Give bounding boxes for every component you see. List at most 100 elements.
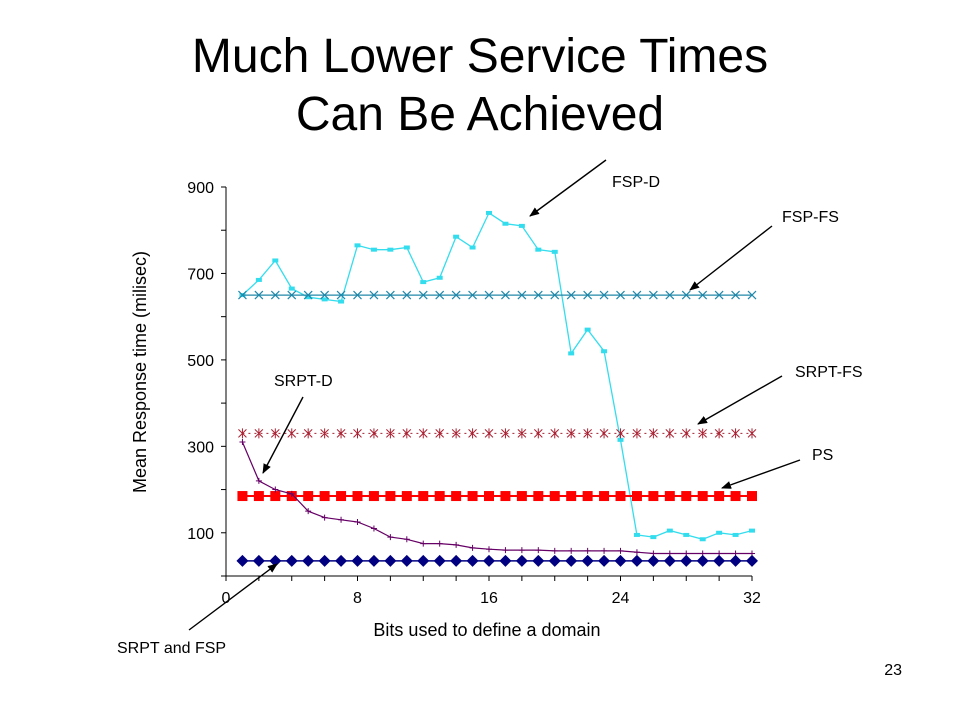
data-point-srpt-and-fsp: [680, 554, 693, 567]
data-point-ps: [664, 491, 675, 502]
data-point-ps: [467, 491, 478, 502]
data-point-srpt-d: [272, 486, 279, 493]
data-point-srpt-fs: [320, 428, 329, 439]
data-point-fsp-fs: [402, 290, 412, 300]
data-point-fsp-fs: [435, 290, 445, 300]
data-point-fsp-d: [486, 210, 492, 215]
data-point-srpt-and-fsp: [351, 554, 364, 567]
data-point-srpt-and-fsp: [663, 554, 676, 567]
data-point-srpt-d: [288, 490, 295, 497]
data-point-srpt-d: [420, 540, 427, 547]
data-point-ps: [237, 491, 248, 502]
data-point-srpt-fs: [731, 428, 740, 439]
chart-series: [236, 210, 758, 567]
data-point-srpt-and-fsp: [746, 554, 758, 567]
data-point-fsp-d: [749, 528, 755, 533]
data-point-fsp-d: [666, 528, 673, 533]
data-point-srpt-fs: [418, 428, 428, 439]
data-point-srpt-fs: [353, 428, 362, 439]
arrow-srpt-and-fsp: [188, 563, 278, 631]
data-point-ps: [615, 491, 626, 502]
y-tick-label: 500: [187, 353, 214, 370]
data-point-srpt-and-fsp: [400, 554, 413, 567]
y-tick-label: 100: [187, 526, 214, 543]
data-point-fsp-d: [469, 245, 476, 250]
annotation-ps: PS: [812, 447, 833, 464]
data-point-fsp-fs: [238, 290, 247, 300]
data-point-srpt-and-fsp: [417, 554, 430, 567]
data-point-srpt-fs: [583, 428, 592, 439]
data-point-fsp-d: [453, 234, 460, 239]
data-point-fsp-d: [272, 258, 279, 263]
data-point-srpt-and-fsp: [236, 554, 249, 567]
data-point-fsp-fs: [681, 290, 691, 300]
data-point-fsp-fs: [599, 290, 609, 300]
data-point-fsp-d: [732, 532, 739, 537]
x-axis-label: Bits used to define a domain: [373, 620, 600, 640]
arrow-fsp-fs: [689, 225, 773, 291]
data-point-fsp-fs: [550, 290, 560, 300]
data-point-fsp-d: [502, 221, 509, 226]
data-point-srpt-fs: [599, 428, 609, 439]
data-point-fsp-fs: [616, 290, 625, 300]
data-point-srpt-fs: [435, 428, 445, 439]
data-point-ps: [385, 491, 396, 502]
data-point-ps: [681, 491, 692, 502]
y-axis-label: Mean Response time (milisec): [130, 251, 150, 493]
data-point-ps: [253, 491, 264, 502]
data-point-srpt-and-fsp: [302, 554, 315, 567]
data-point-srpt-and-fsp: [713, 554, 726, 567]
data-point-srpt-fs: [468, 428, 477, 439]
data-point-ps: [319, 491, 330, 502]
data-point-fsp-d: [255, 277, 262, 282]
data-point-srpt-and-fsp: [614, 554, 627, 567]
data-point-fsp-fs: [583, 290, 593, 300]
data-point-fsp-fs: [517, 290, 527, 300]
x-tick-label: 0: [222, 590, 231, 607]
data-point-srpt-d: [370, 525, 377, 532]
data-point-fsp-d: [518, 223, 525, 228]
data-point-fsp-fs: [254, 290, 264, 300]
data-point-srpt-and-fsp: [729, 554, 742, 567]
data-point-ps: [599, 491, 610, 502]
data-point-srpt-fs: [336, 428, 346, 439]
data-point-srpt-d: [633, 549, 640, 556]
data-point-srpt-d: [469, 544, 476, 551]
data-point-srpt-fs: [714, 428, 724, 439]
data-point-srpt-and-fsp: [483, 554, 495, 567]
data-point-srpt-fs: [270, 428, 280, 439]
data-point-srpt-d: [584, 547, 591, 554]
arrow-srpt-fs: [697, 375, 783, 425]
title-line-1: Much Lower Service Times: [191, 30, 769, 83]
data-point-srpt-and-fsp: [252, 554, 265, 567]
data-point-ps: [516, 491, 527, 502]
data-point-fsp-d: [420, 280, 427, 285]
data-point-srpt-fs: [238, 428, 247, 439]
data-point-srpt-d: [518, 547, 525, 554]
data-point-fsp-d: [716, 530, 723, 535]
data-point-fsp-fs: [632, 290, 642, 300]
data-point-fsp-fs: [665, 290, 675, 300]
annotation-fsp-d: FSP-D: [612, 174, 660, 191]
data-point-srpt-and-fsp: [433, 554, 446, 567]
data-point-srpt-fs: [287, 428, 297, 439]
data-point-fsp-d: [321, 297, 328, 302]
data-point-srpt-and-fsp: [565, 554, 578, 567]
data-point-fsp-fs: [714, 290, 724, 300]
data-point-ps: [533, 491, 544, 502]
data-point-srpt-fs: [533, 428, 543, 439]
data-point-srpt-d: [502, 547, 509, 554]
data-point-ps: [401, 491, 412, 502]
data-point-ps: [303, 491, 314, 502]
data-point-srpt-d: [436, 540, 443, 547]
data-point-fsp-fs: [566, 290, 576, 300]
data-point-srpt-fs: [698, 428, 708, 439]
chart-annotations: FSP-D FSP-FS SRPT-FS PS SRPT-D SRPT and …: [117, 159, 863, 657]
data-point-srpt-fs: [566, 428, 576, 439]
arrow-ps: [721, 459, 801, 489]
data-point-srpt-d: [403, 536, 410, 543]
series-fsp-d: [239, 210, 755, 542]
data-point-ps: [484, 491, 494, 502]
annotation-srpt-fs: SRPT-FS: [795, 364, 863, 381]
